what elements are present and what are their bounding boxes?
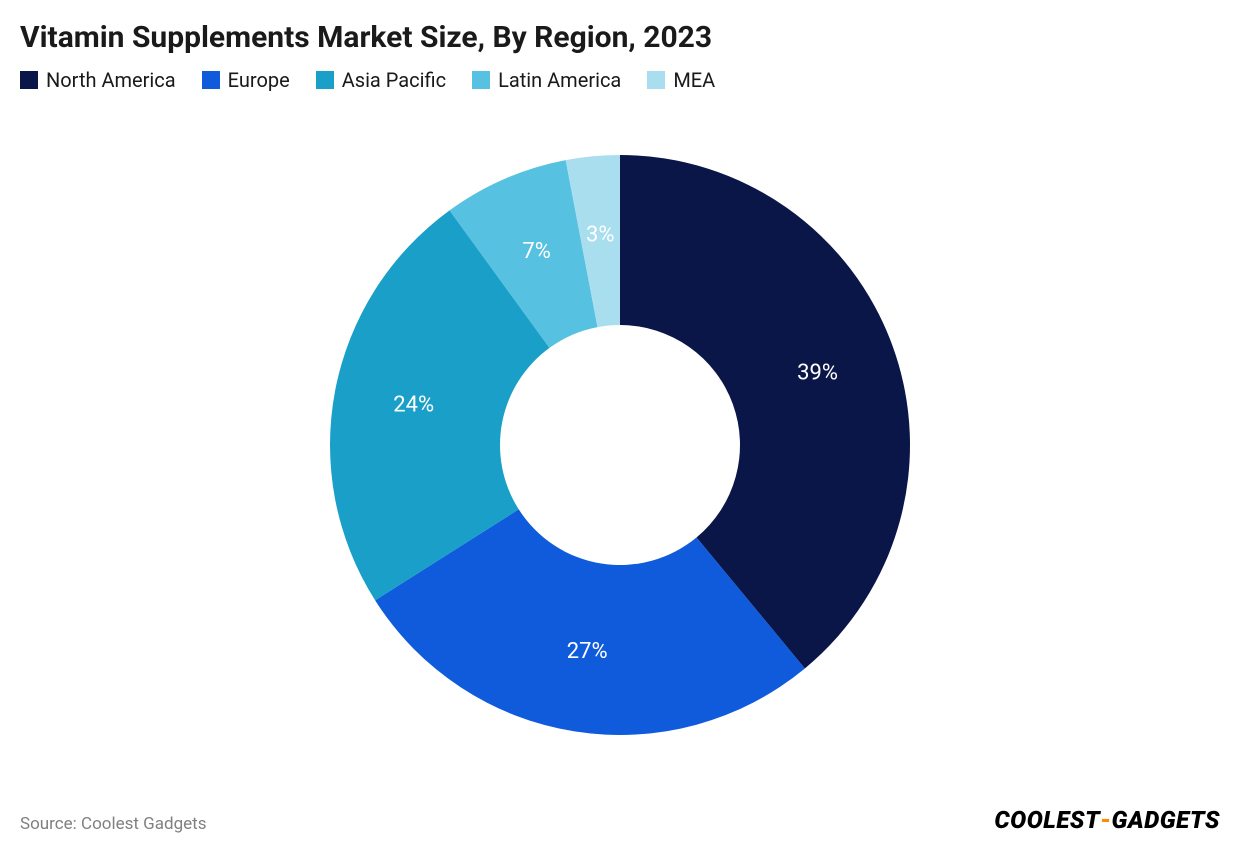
- legend-label: MEA: [673, 68, 715, 92]
- slice-label: 3%: [586, 223, 614, 248]
- legend-item: Asia Pacific: [316, 68, 446, 92]
- legend-swatch: [647, 71, 665, 89]
- legend-swatch: [472, 71, 490, 89]
- legend-swatch: [202, 71, 220, 89]
- legend-label: Europe: [228, 68, 290, 92]
- slice-label: 27%: [567, 639, 608, 664]
- slice-label: 39%: [797, 361, 838, 386]
- brand-dash: -: [1100, 806, 1111, 834]
- slice-label: 7%: [522, 239, 550, 264]
- legend-item: North America: [20, 68, 176, 92]
- donut-chart: 39% 27% 24% 7% 3%: [310, 135, 930, 759]
- brand-first: COOLEST: [994, 806, 1100, 834]
- source-name: Coolest Gadgets: [81, 814, 206, 834]
- legend-label: Asia Pacific: [342, 68, 446, 92]
- source-prefix: Source:: [20, 814, 81, 834]
- brand-logo: COOLEST-GADGETS: [994, 806, 1220, 834]
- legend: North America Europe Asia Pacific Latin Ame…: [20, 68, 715, 92]
- brand-second: GADGETS: [1112, 806, 1221, 834]
- source-text: Source: Coolest Gadgets: [20, 814, 206, 834]
- legend-swatch: [20, 71, 38, 89]
- legend-item: Latin America: [472, 68, 621, 92]
- chart-title: Vitamin Supplements Market Size, By Regi…: [20, 20, 712, 55]
- slice-label: 24%: [393, 392, 434, 417]
- legend-swatch: [316, 71, 334, 89]
- legend-label: Latin America: [498, 68, 621, 92]
- legend-item: MEA: [647, 68, 715, 92]
- legend-label: North America: [46, 68, 176, 92]
- legend-item: Europe: [202, 68, 290, 92]
